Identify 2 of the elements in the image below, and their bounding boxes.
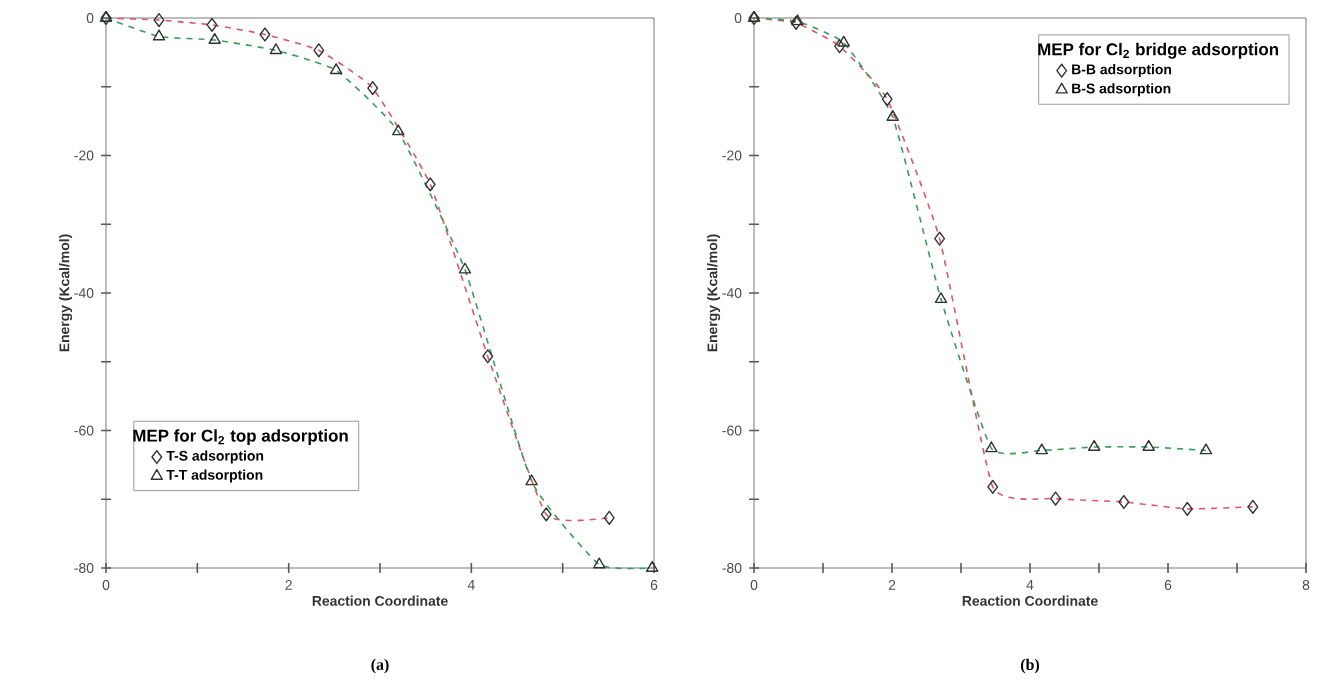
legend-title: MEP for Cl$_{2}$ top adsorption	[133, 429, 348, 446]
legend-title: MEP for Cl$_{2}$ bridge adsorption	[1038, 42, 1279, 59]
